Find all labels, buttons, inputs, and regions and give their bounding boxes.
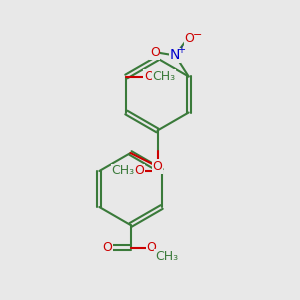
Text: O: O (147, 241, 156, 254)
Text: N: N (170, 49, 180, 62)
Text: CH₃: CH₃ (152, 70, 176, 83)
Text: O: O (150, 46, 160, 59)
Text: +: + (177, 45, 184, 55)
Text: O: O (153, 160, 162, 173)
Text: CH₃: CH₃ (112, 164, 135, 178)
Text: O: O (144, 70, 154, 83)
Text: O: O (102, 241, 112, 254)
Text: O: O (134, 164, 144, 178)
Text: O: O (184, 32, 194, 46)
Text: −: − (193, 30, 202, 40)
Text: CH₃: CH₃ (155, 250, 178, 263)
